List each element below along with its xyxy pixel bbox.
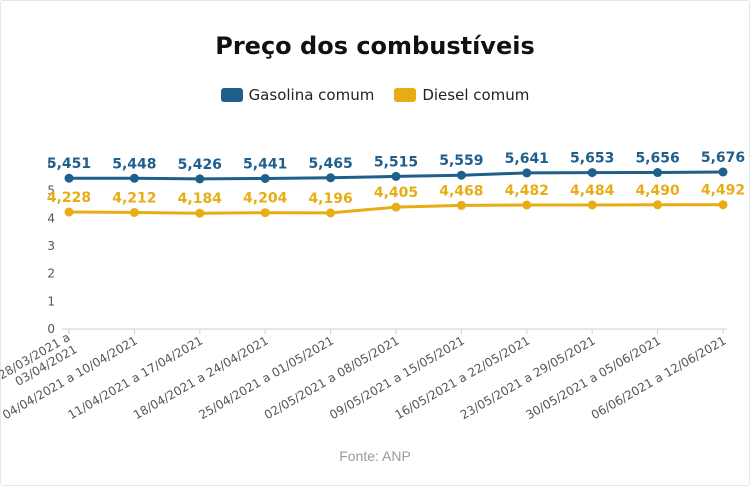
data-point-gasolina	[718, 167, 728, 177]
legend-label-gasolina: Gasolina comum	[248, 86, 375, 104]
data-label-diesel: 4,228	[47, 190, 91, 206]
data-label-diesel: 4,184	[178, 191, 223, 207]
data-label-gasolina: 5,426	[178, 157, 222, 173]
data-label-diesel: 4,468	[439, 183, 483, 199]
data-label-diesel: 4,212	[112, 190, 156, 206]
chart-title: Preço dos combustíveis	[215, 32, 535, 60]
data-point-diesel	[653, 200, 663, 210]
legend-item-gasolina: Gasolina comum	[220, 86, 375, 104]
data-label-gasolina: 5,559	[439, 153, 483, 169]
data-point-diesel	[260, 208, 270, 218]
data-point-diesel	[195, 208, 205, 218]
data-point-diesel	[718, 200, 728, 210]
data-point-gasolina	[587, 168, 597, 178]
legend: Gasolina comum Diesel comum	[0, 86, 750, 104]
data-point-gasolina	[64, 173, 74, 183]
data-point-diesel	[129, 207, 139, 217]
data-point-diesel	[587, 200, 597, 210]
data-label-gasolina: 5,451	[47, 156, 91, 172]
data-point-gasolina	[326, 173, 336, 183]
data-label-diesel: 4,204	[243, 191, 288, 207]
y-tick-label: 0	[47, 322, 55, 336]
data-label-diesel: 4,196	[308, 191, 352, 207]
y-tick-label: 3	[47, 239, 55, 253]
data-point-gasolina	[260, 173, 270, 183]
data-point-diesel	[391, 202, 401, 212]
data-label-diesel: 4,482	[505, 183, 549, 199]
data-point-diesel	[456, 200, 466, 210]
data-point-diesel	[64, 207, 74, 217]
data-label-gasolina: 5,515	[374, 154, 418, 170]
data-label-diesel: 4,484	[570, 183, 615, 199]
data-label-gasolina: 5,653	[570, 151, 614, 167]
data-label-gasolina: 5,465	[308, 156, 352, 172]
data-label-gasolina: 5,448	[112, 156, 156, 172]
data-label-diesel: 4,405	[374, 185, 418, 201]
legend-swatch-gasolina	[220, 88, 243, 102]
data-label-diesel: 4,492	[701, 183, 745, 199]
data-point-gasolina	[653, 168, 663, 178]
data-label-gasolina: 5,441	[243, 156, 287, 172]
legend-item-diesel: Diesel comum	[394, 86, 529, 104]
data-label-gasolina: 5,656	[635, 151, 679, 167]
y-tick-label: 1	[47, 294, 55, 308]
y-tick-label: 5	[47, 184, 55, 198]
data-point-gasolina	[456, 170, 466, 180]
data-point-gasolina	[522, 168, 532, 178]
data-point-diesel	[326, 208, 336, 218]
data-label-gasolina: 5,676	[701, 150, 745, 166]
data-label-diesel: 4,490	[635, 183, 680, 199]
y-tick-label: 2	[47, 267, 55, 281]
source-note: Fonte: ANP	[339, 448, 411, 464]
legend-swatch-diesel	[394, 88, 417, 102]
y-tick-label: 6	[47, 156, 55, 170]
y-tick-label: 4	[47, 211, 55, 225]
data-label-gasolina: 5,641	[505, 151, 549, 167]
data-point-gasolina	[195, 174, 205, 184]
data-point-gasolina	[129, 173, 139, 183]
data-point-diesel	[522, 200, 532, 210]
data-point-gasolina	[391, 171, 401, 181]
legend-label-diesel: Diesel comum	[422, 86, 530, 104]
